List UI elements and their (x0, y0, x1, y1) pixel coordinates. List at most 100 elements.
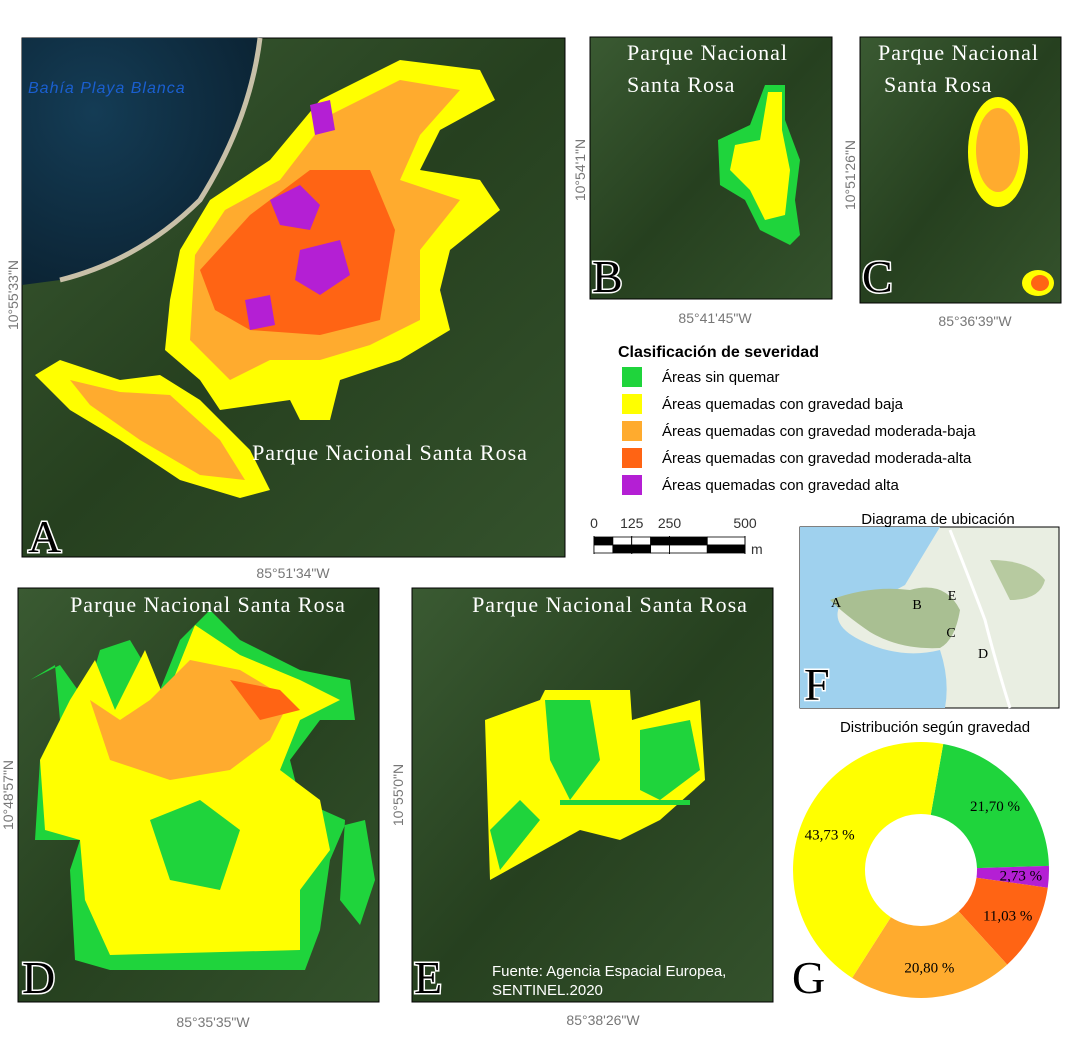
legend-swatch (622, 394, 642, 414)
panel-d: Parque Nacional Santa Rosa D 85°35'35"W … (0, 587, 380, 1030)
scale-segment (706, 536, 746, 546)
burn-area (1031, 275, 1049, 291)
panel-letter: B (592, 251, 623, 302)
burn-area (310, 100, 335, 135)
chart-title: Distribución según gravedad (840, 719, 1030, 736)
scale-segment (669, 536, 708, 546)
value-label: 21,70 % (970, 799, 1020, 815)
legend-swatch (622, 367, 642, 387)
legend-swatch (622, 475, 642, 495)
panel-a: Bahía Playa Blanca Parque Nacional Santa… (5, 37, 566, 581)
panel-title: Parque Nacional Santa Rosa (70, 592, 346, 617)
panel-title: Parque Nacional Santa Rosa (472, 592, 748, 617)
value-label: 11,03 % (983, 909, 1032, 925)
longitude-label: 85°51'34"W (256, 565, 330, 581)
location-label: A (831, 596, 842, 611)
scale-label: 500 (733, 515, 757, 531)
longitude-label: 85°36'39"W (938, 313, 1012, 329)
panel-c: Parque Nacional Santa Rosa C 85°36'39"W … (842, 36, 1062, 329)
scale-segment (706, 544, 746, 554)
location-label: D (978, 647, 988, 662)
peninsula (830, 587, 960, 649)
burn-area (490, 800, 540, 870)
burn-area (976, 108, 1020, 192)
legend-label: Áreas quemadas con gravedad moderada-baj… (662, 423, 976, 440)
location-label: B (912, 598, 921, 613)
latitude-label: 10°55'0"N (390, 764, 406, 826)
source-text: SENTINEL.2020 (492, 982, 603, 999)
burn-area (230, 680, 300, 720)
panel-b: Parque Nacional Santa Rosa B 85°41'45"W … (572, 36, 833, 326)
location-label: C (946, 626, 955, 641)
burn-area (545, 700, 600, 800)
scale-segment (650, 544, 670, 554)
panel-title: Parque Nacional Santa Rosa (252, 440, 528, 465)
latitude-label: 10°48'57"N (0, 760, 16, 830)
scale-unit: m (751, 541, 763, 557)
panel-letter: A (28, 511, 61, 562)
latitude-label: 10°54'1"N (572, 139, 588, 201)
legend-label: Áreas quemadas con gravedad baja (662, 396, 904, 413)
scale-bar: 0 125 250 500 m (590, 515, 763, 557)
burn-area (245, 295, 275, 330)
donut-segment (930, 743, 1049, 869)
legend-swatch (622, 421, 642, 441)
burn-area (730, 92, 790, 220)
burn-area (270, 185, 320, 230)
hills (990, 560, 1045, 600)
scale-label: 0 (590, 515, 598, 531)
donut-segment (852, 911, 1008, 998)
shoreline (59, 37, 263, 283)
legend-label: Áreas quemadas con gravedad alta (662, 477, 899, 494)
sea (800, 527, 947, 708)
longitude-label: 85°35'35"W (176, 1014, 250, 1030)
panel-title: Santa Rosa (627, 72, 735, 97)
road (948, 529, 1012, 709)
burn-area (200, 170, 395, 335)
donut-segment (792, 741, 944, 978)
panel-letter: C (862, 251, 893, 302)
legend-label: Áreas quemadas con gravedad moderada-alt… (662, 450, 972, 467)
value-label: 43,73 % (805, 827, 855, 843)
longitude-label: 85°41'45"W (678, 310, 752, 326)
burn-area (295, 240, 350, 295)
scale-segment (612, 536, 633, 546)
longitude-label: 85°38'26"W (566, 1012, 640, 1028)
location-label: E (948, 589, 957, 604)
panel-title: Santa Rosa (884, 72, 992, 97)
panel-letter: F (804, 659, 830, 710)
value-label: 20,80 % (904, 961, 954, 977)
donut-chart: Distribución según gravedad 21,70 % 2,73 … (791, 719, 1049, 1005)
scale-segment (631, 536, 652, 546)
scale-segment (612, 544, 633, 554)
legend-swatch (622, 448, 642, 468)
diagram-title: Diagrama de ubicación (861, 511, 1014, 528)
source-text: Fuente: Agencia Espacial Europea, (492, 963, 726, 980)
panel-f: Diagrama de ubicación A B E C D F (799, 511, 1060, 712)
panel-title: Parque Nacional (878, 40, 1039, 65)
latitude-label: 10°51'26"N (842, 140, 858, 210)
burn-area (70, 380, 245, 480)
sea (22, 38, 260, 285)
panel-title: Parque Nacional (627, 40, 788, 65)
burn-area (150, 800, 240, 890)
scale-label: 250 (658, 515, 682, 531)
burn-area (640, 720, 700, 800)
panel-letter: E (414, 952, 442, 1003)
map-background (859, 36, 1062, 304)
donut-segment (976, 865, 1049, 888)
scale-segment (631, 544, 652, 554)
place-label: Bahía Playa Blanca (28, 80, 186, 97)
scale-label: 125 (620, 515, 644, 531)
donut-segment (958, 877, 1048, 965)
panel-e: Parque Nacional Santa Rosa E Fuente: Age… (390, 587, 774, 1028)
scale-segment (650, 536, 670, 546)
panel-letter: G (792, 952, 825, 1003)
scale-segment (669, 544, 708, 554)
value-label: 2,73 % (1000, 868, 1043, 884)
panel-letter: D (22, 952, 55, 1003)
legend: Clasificación de severidad Áreas sin que… (618, 344, 976, 495)
scale-segment (593, 544, 614, 554)
scale-segment (593, 536, 614, 546)
